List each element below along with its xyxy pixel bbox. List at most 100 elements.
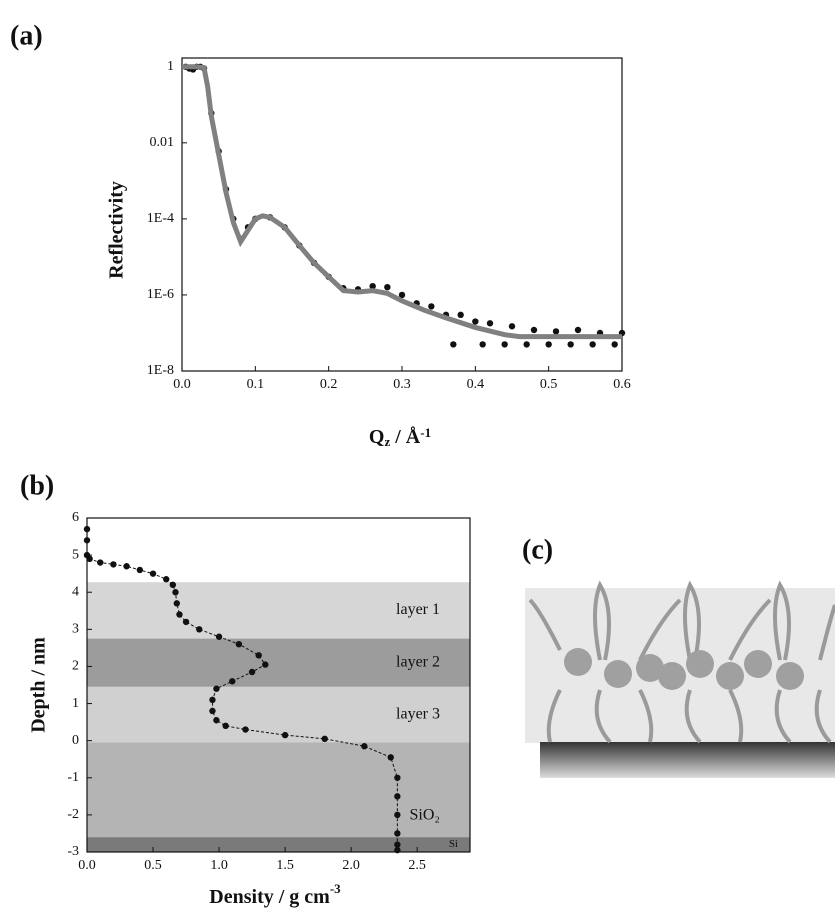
data-point — [97, 559, 104, 566]
chart: layer 1 layer 2 layer 3 SiO₂ Si 0.0 0.5 1.0 1.5 2… — [67, 510, 471, 873]
x-tick-label: 1.0 — [210, 858, 228, 873]
data-point — [428, 303, 435, 310]
axis-label: Qz / Å-1 — [369, 425, 431, 449]
data-point — [213, 717, 220, 724]
data-point — [321, 735, 328, 743]
y-tick-label: 1 — [167, 59, 174, 74]
layer-label: Si — [449, 838, 458, 850]
x-tick-label: 0.3 — [393, 377, 411, 392]
axis-label-part: -3 — [330, 881, 341, 896]
x-tick-label: 1.5 — [276, 858, 294, 873]
data-point — [83, 537, 91, 544]
panel-label: (c) — [522, 534, 553, 565]
x-tick-label: 2.0 — [342, 858, 360, 873]
axis-label-part: / Å — [390, 425, 421, 448]
series-line — [182, 64, 622, 340]
data-point — [242, 726, 249, 733]
molecules — [528, 580, 835, 744]
x-tick-label: 0.6 — [613, 377, 631, 392]
y-tick-label: 4 — [72, 584, 79, 599]
data-point — [398, 291, 406, 299]
axis-label: Density / g cm-3 — [209, 881, 341, 908]
data-point — [209, 707, 216, 715]
data-point — [501, 341, 508, 348]
data-point — [508, 323, 516, 330]
data-point — [229, 678, 236, 685]
data-point — [149, 570, 157, 577]
diagram: (c) — [522, 534, 835, 778]
data-point — [479, 341, 486, 348]
data-point — [545, 341, 552, 348]
y-tick-label: 6 — [72, 510, 79, 525]
data-point — [182, 618, 190, 626]
y-tick-label: 1E-8 — [147, 363, 174, 378]
data-point — [387, 754, 394, 761]
data-point — [530, 326, 538, 334]
y-tick-label: 0 — [72, 733, 79, 748]
plot-frame — [181, 57, 623, 372]
x-tick-label: 0.5 — [540, 377, 558, 392]
data-point — [281, 731, 289, 739]
data-point — [262, 661, 269, 668]
chart: 0.0 0.1 0.2 0.3 0.4 0.5 0.6 1E-8 1E-6 1E-4 0.01 1 — [147, 57, 631, 392]
data-point — [472, 318, 479, 325]
data-point — [611, 341, 618, 348]
data-point — [567, 341, 574, 348]
layer-label: layer 2 — [396, 653, 440, 670]
x-tick-label: 0.2 — [320, 377, 338, 392]
axis-label-part: Q — [369, 426, 385, 448]
plot-frame — [86, 517, 471, 853]
axis-label-part: Density / g cm — [209, 886, 330, 908]
data-point — [173, 600, 181, 607]
data-point — [394, 841, 401, 848]
data-point — [552, 328, 560, 335]
layer-band — [87, 582, 470, 639]
layer-band — [87, 837, 470, 852]
data-point — [457, 311, 464, 319]
y-tick-label: 1E-6 — [147, 287, 174, 302]
axis-label: Reflectivity — [106, 181, 128, 279]
data-point — [369, 282, 376, 290]
data-point — [123, 563, 130, 570]
axis-label-part: -1 — [420, 425, 431, 440]
data-point — [486, 320, 494, 327]
y-tick-label: 1 — [72, 696, 79, 711]
panel-label: (b) — [20, 470, 54, 501]
data-point — [450, 341, 457, 348]
substrate — [540, 742, 835, 778]
layer-band — [87, 686, 470, 743]
layer-label: layer 1 — [396, 601, 440, 618]
data-point — [110, 561, 117, 568]
y-tick-label: 5 — [72, 547, 79, 562]
y-tick-label: 1E-4 — [147, 211, 174, 226]
layer-label: layer 3 — [396, 705, 440, 722]
panel-label: (a) — [10, 20, 43, 51]
data-point — [394, 830, 401, 837]
data-point — [83, 525, 91, 533]
data-point — [169, 581, 177, 588]
data-point — [222, 722, 229, 730]
head-groups — [564, 648, 804, 690]
data-point — [394, 793, 401, 800]
data-point — [523, 341, 530, 348]
y-tick-label: -3 — [67, 844, 79, 859]
data-point — [176, 611, 183, 618]
x-tick-label: 0.5 — [144, 858, 162, 873]
data-point — [196, 626, 203, 633]
data-point — [163, 576, 170, 583]
axis-label-part: z — [384, 434, 390, 449]
y-tick-label: 0.01 — [150, 135, 175, 150]
y-tick-label: -1 — [67, 770, 79, 785]
data-point — [86, 555, 93, 563]
data-point — [235, 640, 243, 648]
data-point — [255, 652, 262, 659]
data-point — [384, 283, 391, 291]
x-tick-label: 2.5 — [408, 858, 426, 873]
axis-label: Depth / nm — [28, 637, 50, 733]
data-point — [136, 566, 144, 574]
data-point — [394, 846, 401, 854]
x-tick-label: 0.4 — [467, 377, 485, 392]
data-point — [248, 668, 256, 676]
x-tick-label: 0.0 — [78, 858, 96, 873]
data-point — [394, 774, 401, 781]
